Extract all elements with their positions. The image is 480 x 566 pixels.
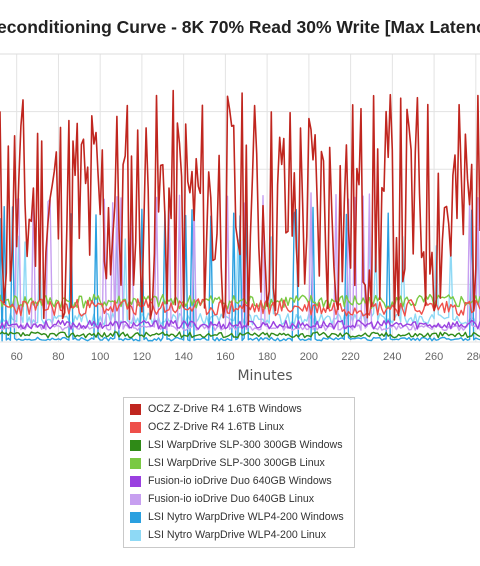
x-tick-label: 240 <box>383 351 401 363</box>
x-tick-label: 100 <box>91 351 109 363</box>
x-tick-label: 60 <box>11 351 23 363</box>
legend-item[interactable]: Fusion-io ioDrive Duo 640GB Windows <box>130 472 354 490</box>
legend-label: Fusion-io ioDrive Duo 640GB Windows <box>148 475 332 487</box>
legend-label: OCZ Z-Drive R4 1.6TB Linux <box>148 421 284 433</box>
series-layer <box>0 89 480 342</box>
legend: OCZ Z-Drive R4 1.6TB Windows OCZ Z-Drive… <box>123 397 355 548</box>
x-tick-label: 220 <box>341 351 359 363</box>
legend-swatch <box>130 529 141 541</box>
legend-label: Fusion-io ioDrive Duo 640GB Linux <box>148 493 315 505</box>
x-tick-label: 120 <box>133 351 151 363</box>
x-axis-label: Minutes <box>237 368 293 384</box>
x-tick-label: 280 <box>467 351 480 363</box>
x-tick-label: 260 <box>425 351 443 363</box>
legend-label: LSI WarpDrive SLP-300 300GB Linux <box>148 457 325 469</box>
legend-swatch <box>130 457 141 469</box>
series-line <box>0 192 480 332</box>
x-tick-label: 200 <box>300 351 318 363</box>
series-line <box>0 319 480 330</box>
legend-swatch <box>130 403 141 415</box>
x-tick-label: 180 <box>258 351 276 363</box>
x-tick-label: 80 <box>52 351 64 363</box>
chart-title: Preconditioning Curve - 8K 70% Read 30% … <box>0 17 480 37</box>
legend-swatch <box>130 421 141 433</box>
legend-label: LSI WarpDrive SLP-300 300GB Windows <box>148 439 343 451</box>
legend-item[interactable]: OCZ Z-Drive R4 1.6TB Linux <box>130 418 354 436</box>
legend-item[interactable]: LSI WarpDrive SLP-300 300GB Windows <box>130 436 354 454</box>
legend-swatch <box>130 493 141 505</box>
x-tick-labels: 60 80 100 120 140 160 180 200 220 240 260 280 <box>11 351 480 363</box>
legend-swatch <box>130 439 141 451</box>
series-line <box>0 89 480 326</box>
legend-label: OCZ Z-Drive R4 1.6TB Windows <box>148 403 302 415</box>
legend-item[interactable]: LSI WarpDrive SLP-300 300GB Linux <box>130 454 354 472</box>
legend-item[interactable]: OCZ Z-Drive R4 1.6TB Windows <box>130 400 354 418</box>
plot-area: 60 80 100 120 140 160 180 200 220 240 260 280 <box>0 53 480 363</box>
legend-swatch <box>130 511 141 523</box>
series-line <box>0 331 480 339</box>
x-tick-label: 160 <box>216 351 234 363</box>
legend-label: LSI Nytro WarpDrive WLP4-200 Linux <box>148 529 326 541</box>
legend-item[interactable]: Fusion-io ioDrive Duo 640GB Linux <box>130 490 354 508</box>
legend-item[interactable]: LSI Nytro WarpDrive WLP4-200 Linux <box>130 526 354 544</box>
legend-label: LSI Nytro WarpDrive WLP4-200 Windows <box>148 511 344 523</box>
legend-item[interactable]: LSI Nytro WarpDrive WLP4-200 Windows <box>130 508 354 526</box>
series-line <box>0 293 480 310</box>
series-line <box>0 298 480 317</box>
legend-swatch <box>130 475 141 487</box>
x-tick-label: 140 <box>174 351 192 363</box>
